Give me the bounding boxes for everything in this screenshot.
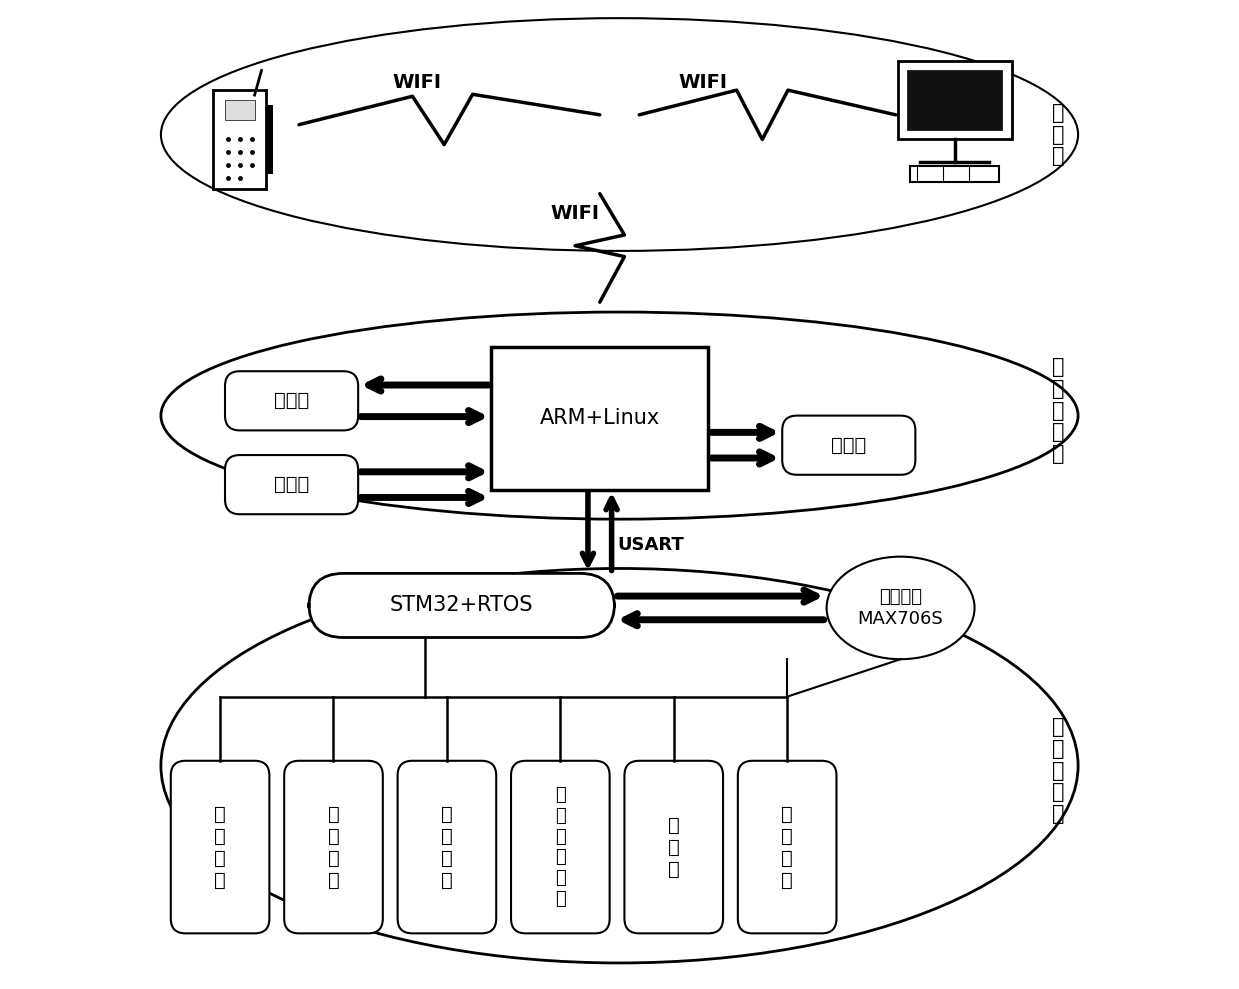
Text: 摄像头: 摄像头: [274, 392, 310, 410]
Bar: [897, 60, 1012, 139]
Text: WIFI: WIFI: [679, 73, 727, 92]
Bar: [225, 100, 254, 120]
Text: 空
气
质
量
检
测: 空 气 质 量 检 测: [555, 786, 566, 908]
Text: 扬声器: 扬声器: [831, 436, 866, 455]
FancyBboxPatch shape: [284, 761, 383, 934]
Ellipse shape: [161, 18, 1078, 251]
FancyBboxPatch shape: [225, 455, 358, 514]
FancyBboxPatch shape: [171, 761, 269, 934]
FancyBboxPatch shape: [510, 761, 610, 934]
FancyBboxPatch shape: [225, 371, 358, 430]
FancyBboxPatch shape: [738, 761, 836, 934]
Text: 运
动
控
制: 运 动 控 制: [327, 805, 339, 889]
Ellipse shape: [161, 569, 1078, 963]
Text: 麦克风: 麦克风: [274, 475, 310, 494]
Text: WIFI: WIFI: [550, 204, 600, 223]
Bar: [911, 166, 999, 182]
Text: USART: USART: [617, 536, 684, 554]
FancyBboxPatch shape: [398, 761, 497, 934]
Ellipse shape: [161, 313, 1078, 519]
Text: 惯
性
测
量: 惯 性 测 量: [441, 805, 452, 889]
Text: 热
释
电: 热 释 电: [668, 816, 680, 878]
Text: WIFI: WIFI: [393, 73, 442, 92]
Text: 客
户
端: 客 户 端: [1052, 103, 1064, 166]
FancyBboxPatch shape: [624, 761, 724, 934]
Text: 超
声
测
距: 超 声 测 距: [214, 805, 225, 889]
Text: 下
位
机
系
统: 下 位 机 系 统: [1052, 717, 1064, 824]
Bar: [492, 346, 709, 490]
Text: 安全监控
MAX706S: 安全监控 MAX706S: [857, 587, 943, 628]
Bar: [907, 70, 1002, 130]
Text: 上
位
机
系
统: 上 位 机 系 统: [1052, 357, 1064, 464]
Text: ARM+Linux: ARM+Linux: [540, 408, 660, 428]
FancyBboxPatch shape: [782, 415, 916, 475]
Ellipse shape: [826, 557, 975, 660]
Bar: [266, 105, 274, 174]
FancyBboxPatch shape: [309, 574, 615, 638]
FancyBboxPatch shape: [213, 90, 266, 189]
Text: STM32+RTOS: STM32+RTOS: [390, 595, 534, 615]
Text: 电
源
管
理: 电 源 管 理: [782, 805, 793, 889]
